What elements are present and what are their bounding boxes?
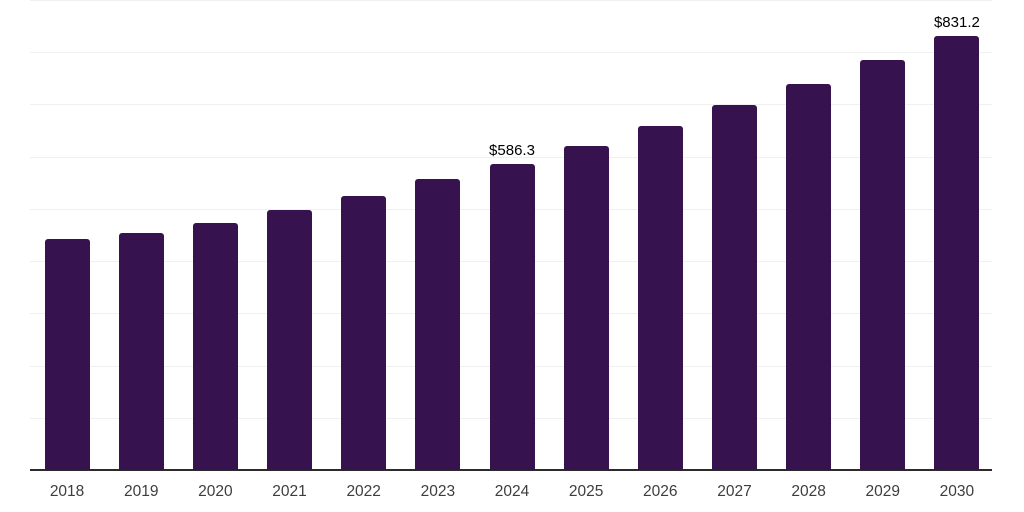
x-axis-label-2024: 2024: [494, 483, 530, 500]
x-axis-label-2021: 2021: [272, 483, 307, 500]
data-label-2024: $586.3: [489, 141, 535, 159]
bar-2020[interactable]: [192, 222, 238, 470]
gridline-800: [30, 52, 992, 54]
bar-2028[interactable]: [786, 83, 832, 470]
x-axis-label-2025: 2025: [568, 483, 604, 500]
x-axis-label-2027: 2027: [717, 483, 752, 500]
x-axis-label-2029: 2029: [865, 483, 900, 500]
bar-2021[interactable]: [267, 209, 313, 470]
bar-2030[interactable]: [934, 35, 980, 470]
x-axis-label-2026: 2026: [643, 483, 678, 500]
bar-2019[interactable]: [118, 232, 164, 470]
gridline-600: [30, 156, 992, 158]
bar-2026[interactable]: [637, 126, 683, 470]
x-axis-label-2030: 2030: [939, 483, 975, 500]
bar-2023[interactable]: [415, 179, 461, 470]
x-axis-label-2023: 2023: [420, 483, 456, 500]
bar-2024[interactable]: [489, 163, 535, 470]
x-axis-label-2020: 2020: [198, 483, 233, 500]
x-axis-line: [30, 469, 992, 471]
x-axis-label-2028: 2028: [791, 483, 826, 500]
x-axis-label-2022: 2022: [346, 483, 381, 500]
bar-2025[interactable]: [563, 145, 609, 470]
bar-2018[interactable]: [44, 239, 90, 470]
gridline-900: [30, 0, 992, 1]
x-axis-label-2019: 2019: [123, 483, 159, 500]
bar-2027[interactable]: [711, 105, 757, 470]
gridline-700: [30, 104, 992, 106]
x-axis-label-2018: 2018: [49, 483, 85, 500]
bar-2029[interactable]: [860, 60, 906, 470]
data-label-2030: $831.2: [933, 13, 980, 31]
bar-2022[interactable]: [341, 195, 387, 470]
